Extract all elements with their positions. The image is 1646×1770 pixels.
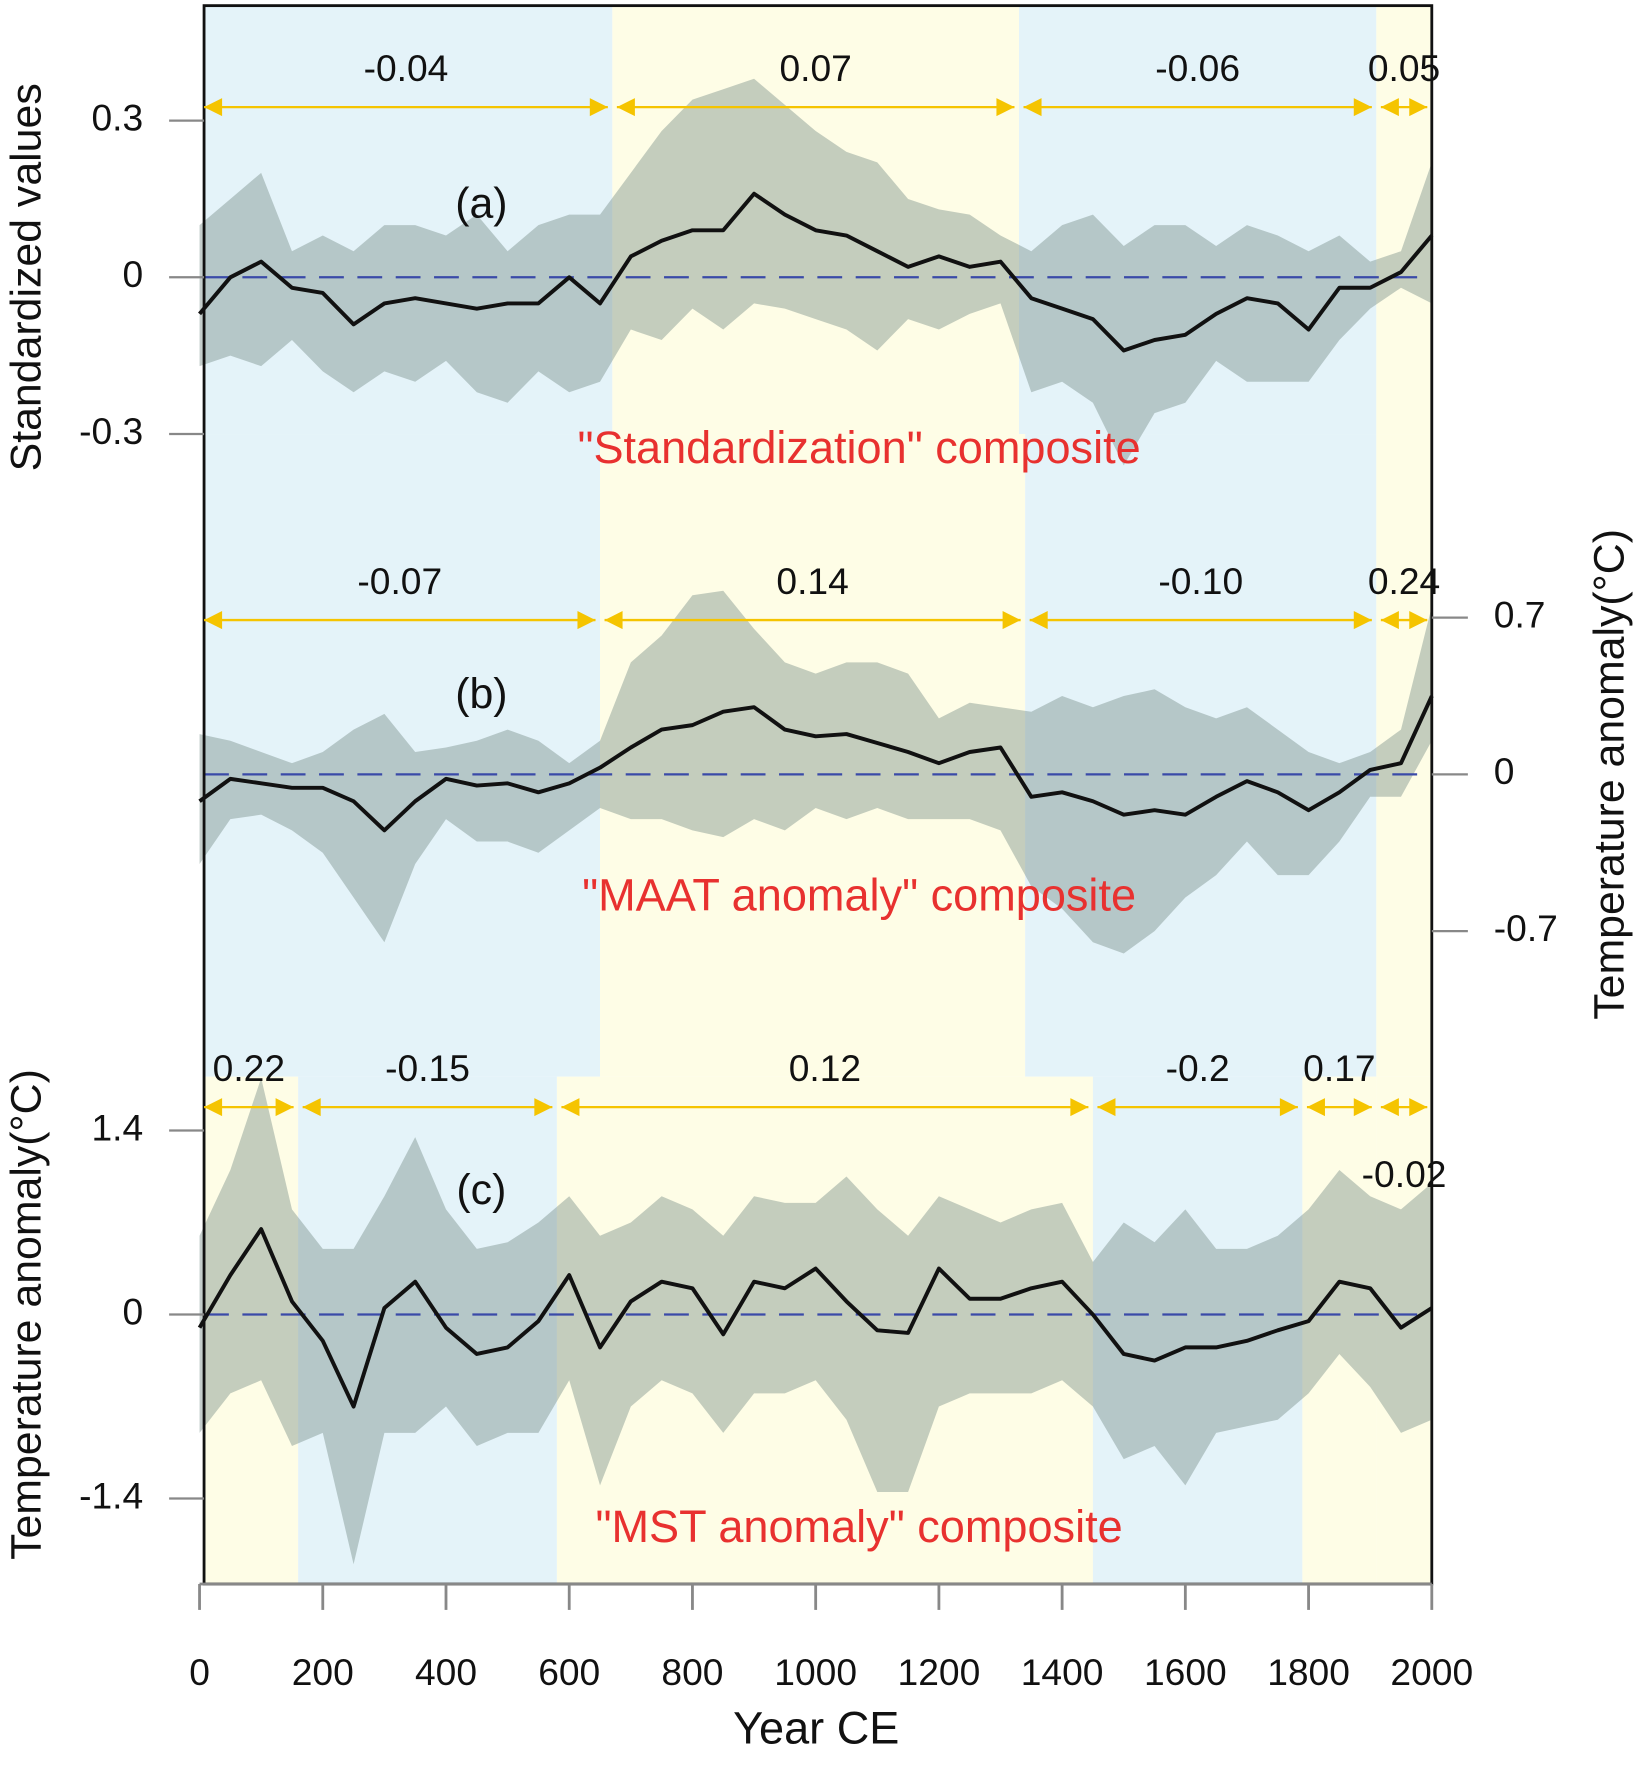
texts: -0.04 0.07 -0.06 0.05 0.3 0 -0.3 Standardized v… [3,47,1634,1754]
arrow-head [561,1098,580,1117]
period-background [556,1076,1093,1584]
x-tick-label: 1400 [1021,1651,1104,1693]
arrow-head [1409,611,1428,630]
period-background [1302,1076,1377,1584]
x-tick-label: 800 [661,1651,723,1693]
arrow-head [1279,1098,1298,1117]
period-label: 0.12 [789,1047,861,1089]
panel-label: (a) [455,180,507,228]
arrow-head [534,1098,553,1117]
period-background [1025,434,1377,1077]
mean-line [198,191,1434,353]
arrow-head [204,611,223,630]
x-axis-label: Year CE [733,1703,899,1754]
period-label: -0.06 [1155,47,1240,89]
arrow-head [204,1098,223,1117]
arrow-head [604,611,623,630]
period-background [1376,5,1432,435]
period-label: 0.05 [1368,47,1440,89]
composite-title: "MST anomaly" composite [595,1501,1122,1552]
period-background [1376,1076,1432,1584]
arrow-head [302,1098,321,1117]
y-tick-label: 0 [122,1290,143,1332]
panel-label: (b) [455,670,507,718]
period-background [600,434,1026,1077]
period-label: 0.17 [1303,1047,1375,1089]
marks [197,78,1434,1565]
arrow-head [1070,1098,1089,1117]
panel-label: (c) [456,1166,506,1214]
composite-title: "MAAT anomaly" composite [582,869,1136,920]
period-background [612,5,1019,435]
x-tick-label: 400 [415,1651,477,1693]
arrow-head [1097,1098,1116,1117]
x-tick-label: 600 [538,1651,600,1693]
arrow-head [616,98,635,117]
arrow-head [1306,1098,1325,1117]
arrow-head [1353,1098,1372,1117]
period-label: -0.02 [1362,1153,1447,1195]
arrow-head [1023,98,1042,117]
period-label: 0.14 [776,560,848,602]
period-background [204,1076,299,1584]
y-tick-label: 0 [1494,750,1515,792]
uncertainty-band [199,590,1432,954]
x-tick-label: 1000 [774,1651,857,1693]
period-label: -0.07 [357,560,442,602]
period-background [1092,1076,1303,1584]
y-tick-label: -1.4 [79,1474,143,1516]
arrow-head [1380,1098,1399,1117]
y-axis-label: Temperature anomaly(°C) [1585,529,1633,1020]
period-background [204,5,613,435]
period-label: 0.22 [213,1047,285,1089]
arrow-head [577,611,596,630]
y-tick-label: 0.3 [91,96,143,138]
y-tick-label: 0.7 [1494,593,1546,635]
period-label: -0.04 [364,47,449,89]
arrow-head [589,98,608,117]
arrow-head [1029,611,1048,630]
x-tick-label: 1600 [1144,1651,1227,1693]
x-tick-label: 2000 [1390,1651,1473,1693]
arrow-head [1409,1098,1428,1117]
period-label: -0.15 [385,1047,470,1089]
arrow-head [1353,611,1372,630]
arrow-head [1002,611,1021,630]
arrow-head [1380,98,1399,117]
arrow-head [1380,611,1399,630]
period-label: -0.2 [1166,1047,1230,1089]
arrow-head [275,1098,294,1117]
composite-title: "Standardization" composite [577,422,1140,473]
y-axis-label: Temperature anomaly(°C) [3,1069,51,1560]
y-tick-label: 0 [122,253,143,295]
arrow-head [996,98,1015,117]
period-background [298,1076,557,1584]
backgrounds [204,5,1432,1584]
mean-line [197,1227,1433,1409]
period-label: 0.24 [1368,560,1440,602]
x-tick-label: 1800 [1267,1651,1350,1693]
arrow-head [204,98,223,117]
uncertainty-band [199,1077,1432,1565]
period-background [204,434,601,1077]
period-label: -0.10 [1158,560,1243,602]
period-background [1018,5,1377,435]
arrow-head [1409,98,1428,117]
x-tick-label: 200 [292,1651,354,1693]
period-label: 0.07 [779,47,851,89]
y-tick-label: -0.3 [79,410,143,452]
x-tick-label: 1200 [898,1651,981,1693]
y-tick-label: -0.7 [1494,907,1558,949]
arrow-head [1353,98,1372,117]
uncertainty-band [199,78,1432,466]
mean-line [198,695,1434,833]
y-tick-label: 1.4 [91,1106,143,1148]
y-axis-label: Standardized values [3,83,51,471]
x-tick-label: 0 [189,1651,210,1693]
